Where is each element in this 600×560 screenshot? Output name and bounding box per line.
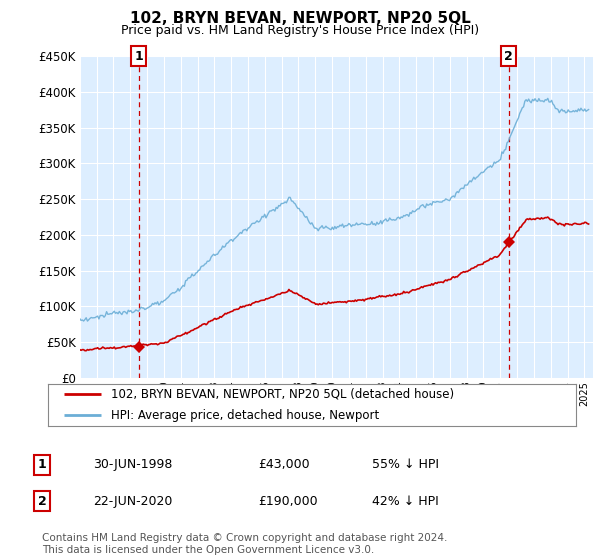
- Text: HPI: Average price, detached house, Newport: HPI: Average price, detached house, Newp…: [112, 409, 380, 422]
- Text: 55% ↓ HPI: 55% ↓ HPI: [372, 458, 439, 472]
- Text: £190,000: £190,000: [258, 494, 317, 508]
- Text: 1: 1: [38, 458, 46, 472]
- Text: £43,000: £43,000: [258, 458, 310, 472]
- Text: 2: 2: [38, 494, 46, 508]
- Text: 102, BRYN BEVAN, NEWPORT, NP20 5QL (detached house): 102, BRYN BEVAN, NEWPORT, NP20 5QL (deta…: [112, 388, 454, 400]
- Text: Contains HM Land Registry data © Crown copyright and database right 2024.
This d: Contains HM Land Registry data © Crown c…: [42, 533, 448, 555]
- Text: 30-JUN-1998: 30-JUN-1998: [93, 458, 172, 472]
- Text: 2: 2: [505, 49, 513, 63]
- Text: 42% ↓ HPI: 42% ↓ HPI: [372, 494, 439, 508]
- Text: 1: 1: [134, 49, 143, 63]
- Text: 102, BRYN BEVAN, NEWPORT, NP20 5QL: 102, BRYN BEVAN, NEWPORT, NP20 5QL: [130, 11, 470, 26]
- Text: Price paid vs. HM Land Registry's House Price Index (HPI): Price paid vs. HM Land Registry's House …: [121, 24, 479, 36]
- Text: 22-JUN-2020: 22-JUN-2020: [93, 494, 172, 508]
